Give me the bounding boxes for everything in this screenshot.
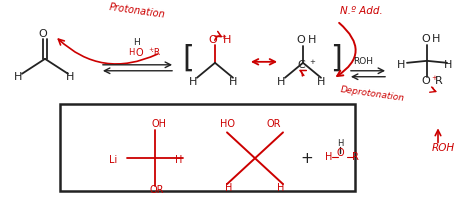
Text: O: O — [421, 76, 430, 86]
Text: H: H — [66, 72, 74, 82]
Text: OH: OH — [152, 119, 167, 129]
Text: H: H — [223, 35, 231, 45]
Text: H: H — [325, 152, 332, 162]
Text: H: H — [397, 60, 405, 70]
Text: ROH: ROH — [353, 57, 373, 66]
Text: +: + — [148, 47, 153, 52]
Text: R: R — [435, 76, 443, 86]
Text: +: + — [431, 75, 437, 81]
Text: +: + — [220, 34, 226, 40]
Text: O: O — [421, 34, 430, 44]
Text: H: H — [317, 77, 325, 87]
Text: H: H — [14, 72, 22, 82]
Text: [: [ — [182, 44, 194, 73]
Text: H: H — [444, 60, 452, 70]
Text: HO: HO — [220, 119, 235, 129]
Text: H: H — [133, 38, 140, 48]
Text: OR: OR — [267, 119, 282, 129]
Text: O: O — [337, 148, 345, 158]
Text: OR: OR — [150, 185, 164, 195]
Text: +: + — [309, 59, 315, 65]
Text: H: H — [175, 155, 182, 165]
Text: Li: Li — [109, 155, 117, 165]
Text: ·R: ·R — [151, 48, 160, 57]
Text: O: O — [38, 29, 47, 39]
Text: ROH: ROH — [432, 143, 455, 153]
Text: H: H — [229, 77, 237, 87]
Text: H: H — [277, 77, 285, 87]
Text: O: O — [136, 48, 144, 58]
Text: Protonation: Protonation — [108, 2, 165, 20]
Text: O: O — [296, 35, 305, 45]
Text: N.º Add.: N.º Add. — [340, 6, 383, 16]
Text: ]: ] — [330, 44, 342, 73]
Text: H: H — [308, 35, 316, 45]
Text: H: H — [432, 34, 440, 44]
Text: R: R — [352, 152, 359, 162]
Text: C: C — [297, 60, 305, 70]
Text: +: + — [301, 151, 313, 166]
Text: H: H — [277, 183, 284, 193]
Text: H: H — [128, 48, 134, 57]
FancyBboxPatch shape — [60, 104, 355, 191]
Text: Deprotonation: Deprotonation — [340, 85, 405, 103]
Text: H: H — [337, 139, 343, 148]
Text: O: O — [208, 35, 217, 45]
Text: H: H — [189, 77, 197, 87]
Text: H: H — [225, 183, 232, 193]
